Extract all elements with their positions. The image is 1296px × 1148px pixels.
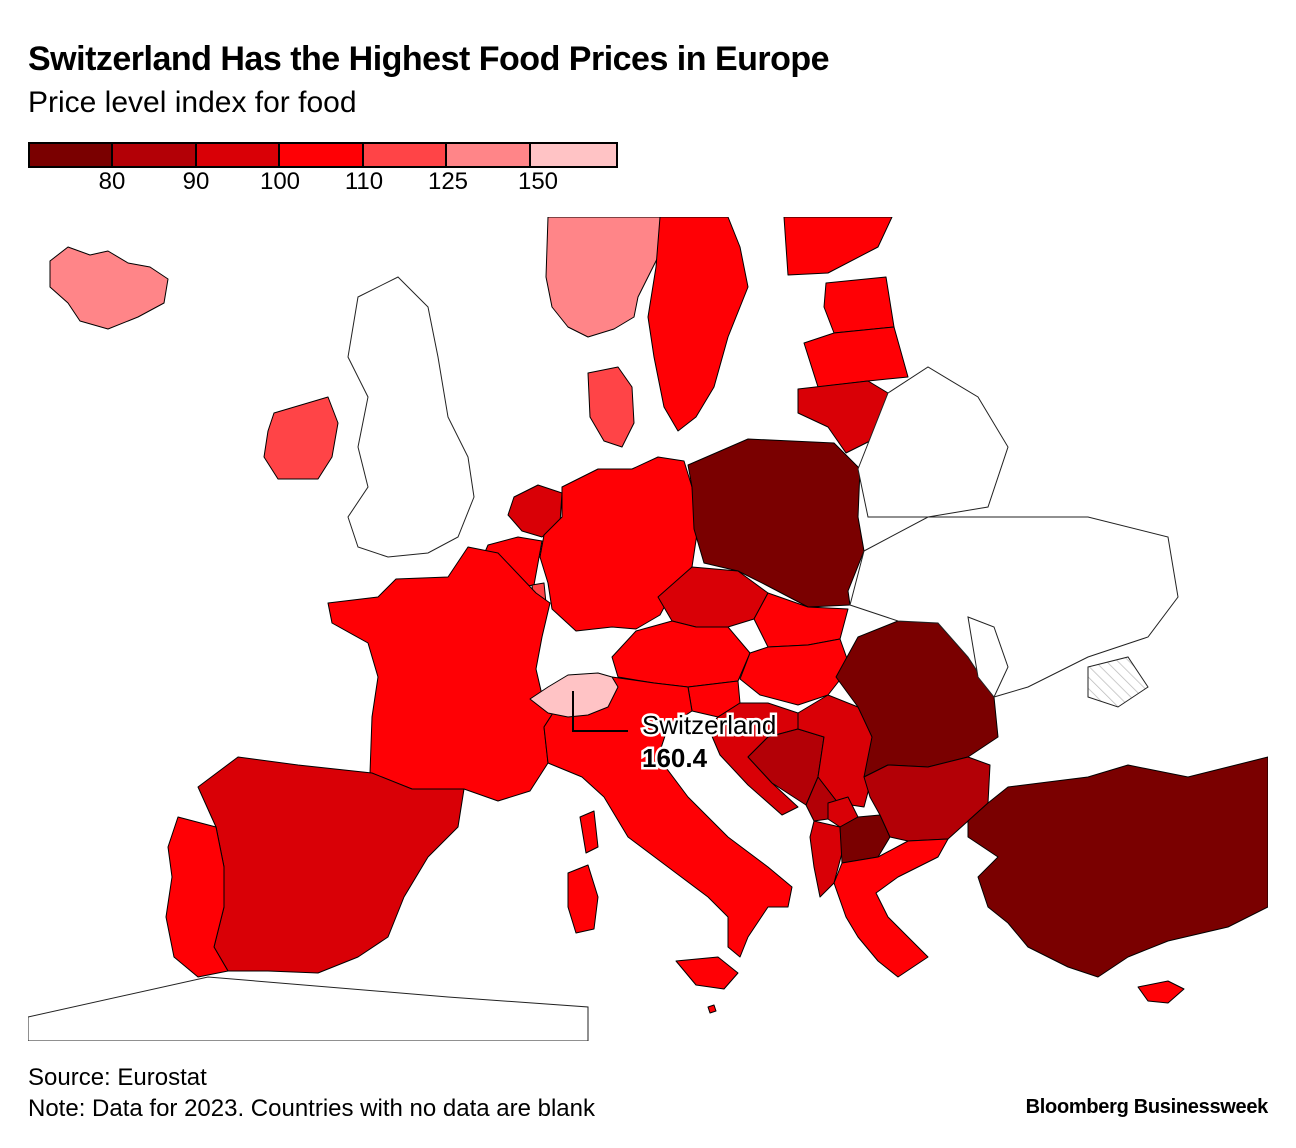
country-sweden — [648, 217, 748, 431]
country-denmark — [588, 367, 634, 447]
color-legend: 80 90 100 110 125 150 — [28, 142, 618, 202]
legend-tick: 100 — [260, 168, 300, 196]
legend-tick: 80 — [99, 168, 126, 196]
chart-subtitle: Price level index for food — [28, 86, 357, 120]
no-data-north-africa — [28, 977, 588, 1041]
legend-bin — [280, 144, 363, 166]
legend-bin — [447, 144, 530, 166]
brand-logo: Bloomberg Businessweek — [1026, 1096, 1268, 1119]
country-sardinia — [568, 865, 598, 933]
legend-tick: 150 — [518, 168, 558, 196]
country-corsica — [580, 811, 598, 853]
country-turkey — [968, 757, 1268, 977]
country-spain — [198, 757, 464, 973]
country-malta — [708, 1005, 716, 1013]
legend-tick: 110 — [345, 168, 383, 196]
country-sicily — [676, 957, 738, 989]
country-finland — [784, 217, 892, 275]
legend-bin — [30, 144, 113, 166]
no-data-great-britain — [348, 277, 474, 557]
callout-country-label: Switzerland — [642, 710, 776, 740]
data-note: Note: Data for 2023. Countries with no d… — [28, 1095, 595, 1123]
legend-bin — [197, 144, 280, 166]
chart-title: Switzerland Has the Highest Food Prices … — [28, 40, 829, 79]
legend-bin — [531, 144, 616, 166]
legend-bin — [364, 144, 447, 166]
legend-tick: 90 — [183, 168, 210, 196]
source-note: Source: Eurostat — [28, 1064, 207, 1092]
no-data-crimea — [1088, 657, 1148, 707]
country-france — [328, 547, 562, 801]
country-estonia — [824, 277, 894, 333]
country-iceland — [50, 247, 168, 329]
country-latvia — [804, 327, 908, 387]
country-cyprus — [1138, 981, 1184, 1003]
country-hungary — [740, 639, 850, 705]
country-austria — [612, 621, 750, 687]
legend-bin — [113, 144, 196, 166]
legend-bar — [28, 142, 618, 168]
country-ireland — [264, 397, 338, 479]
callout-value-label: 160.4 — [642, 743, 708, 773]
legend-tick: 125 — [428, 168, 468, 196]
